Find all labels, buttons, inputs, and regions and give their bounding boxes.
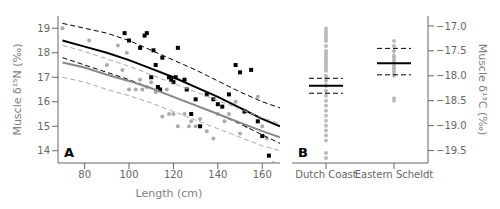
svg-text:140: 140 xyxy=(208,169,227,180)
svg-text:18: 18 xyxy=(37,47,50,58)
html-text:A: A xyxy=(64,145,75,160)
svg-text:Muscle δ¹⁵N (‰): Muscle δ¹⁵N (‰) xyxy=(11,43,24,135)
svg-text:−19.0: −19.0 xyxy=(436,120,467,131)
svg-text:17: 17 xyxy=(37,72,50,83)
svg-text:−17.0: −17.0 xyxy=(436,21,467,32)
svg-text:160: 160 xyxy=(253,169,272,180)
svg-text:Length (cm): Length (cm) xyxy=(136,187,203,200)
svg-text:16: 16 xyxy=(37,96,50,107)
svg-text:15: 15 xyxy=(37,121,50,132)
svg-text:100: 100 xyxy=(119,169,138,180)
html-text:B: B xyxy=(298,145,308,160)
svg-text:−18.5: −18.5 xyxy=(436,95,467,106)
svg-text:14: 14 xyxy=(37,145,50,156)
svg-text:−18.0: −18.0 xyxy=(436,70,467,81)
svg-text:120: 120 xyxy=(164,169,183,180)
svg-text:−17.5: −17.5 xyxy=(436,45,467,56)
svg-text:Dutch Coast: Dutch Coast xyxy=(295,169,356,180)
svg-text:19: 19 xyxy=(37,23,50,34)
svg-text:80: 80 xyxy=(78,169,91,180)
svg-text:Eastern Scheldt: Eastern Scheldt xyxy=(355,169,434,180)
svg-text:−19.5: −19.5 xyxy=(436,145,467,156)
svg-text:Muscle δ¹³C (‰): Muscle δ¹³C (‰) xyxy=(476,44,489,136)
